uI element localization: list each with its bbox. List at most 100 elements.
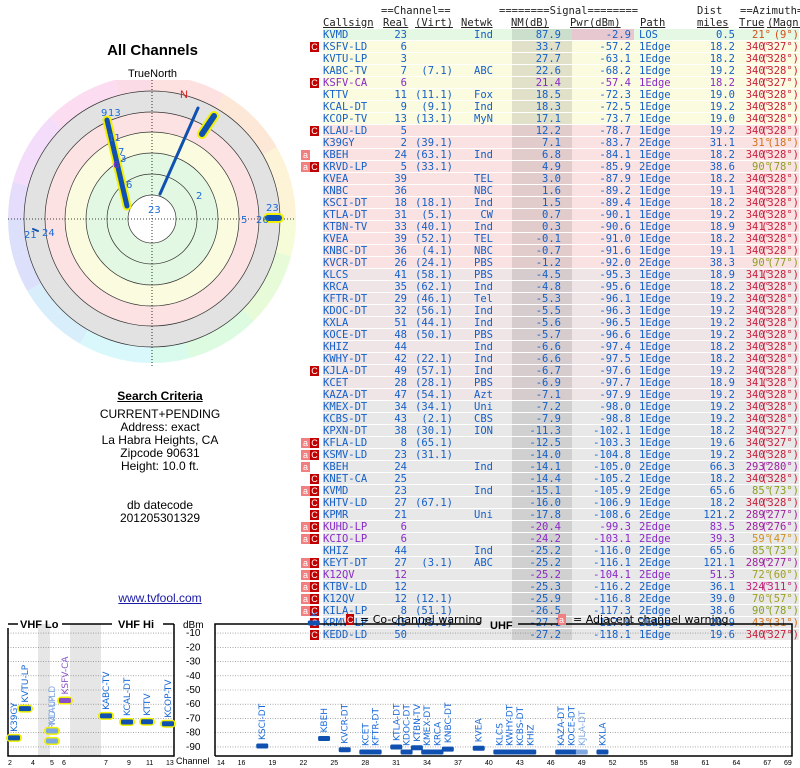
cell-virt: (13.1) <box>415 113 453 125</box>
signal-marker-khiz[interactable] <box>524 749 537 755</box>
signal-marker-kcal-dt[interactable] <box>121 719 133 725</box>
signal-marker-kttv[interactable] <box>141 719 153 725</box>
table-row[interactable]: KCOP-TV 13 (13.1) MyN 17.1 -73.7 1Edge 19.0 340°… <box>299 113 800 125</box>
cell-pwr: -104.1 <box>593 569 631 581</box>
table-row[interactable]: a C KVMD 23 Ind -15.1 -105.9 2Edge 65.6 85° (73°) <box>299 485 800 497</box>
signal-marker-kftr-dt[interactable] <box>369 749 382 755</box>
table-row[interactable]: a C K12QV 12 (12.1) -25.9 -116.8 2Edge 39.0 70° (5… <box>299 593 800 605</box>
table-row[interactable]: a KBEH 24 Ind -14.1 -105.0 2Edge 66.3 293° (280°) <box>299 461 800 473</box>
table-row[interactable]: KRCA 35 (62.1) Ind -4.8 -95.6 1Edge 18.2 340° (32… <box>299 281 800 293</box>
cell-real: 8 <box>400 437 407 449</box>
signal-marker-kcop-tv[interactable] <box>162 721 174 727</box>
table-row[interactable]: C KSFV-LD 6 33.7 -57.2 1Edge 18.2 340° (327°) <box>299 41 800 53</box>
table-row[interactable]: KCET 28 (28.1) PBS -6.9 -97.7 1Edge 18.9 341° (32… <box>299 377 800 389</box>
cell-call: KNBC-DT <box>323 245 368 257</box>
table-row[interactable]: KTLA-DT 31 (5.1) CW 0.7 -90.1 1Edge 19.2 340° (32… <box>299 209 800 221</box>
signal-marker-kbeh[interactable] <box>318 735 331 741</box>
table-row[interactable]: KVMD 23 Ind 87.9 -2.9 LOS 0.5 21° (9°) <box>299 29 800 41</box>
table-row[interactable]: KNBC 36 NBC 1.6 -89.2 1Edge 19.1 340° (328°) <box>299 185 800 197</box>
signal-marker-ktla-dt[interactable] <box>390 744 403 750</box>
signal-marker-kcbs-dt[interactable] <box>513 749 526 755</box>
nm-column-shade <box>512 53 572 64</box>
table-row[interactable]: a C KSMV-LD 23 (31.1) -14.0 -104.8 1Edge 19.2 340… <box>299 449 800 461</box>
table-row[interactable]: KVEA 39 (52.1) TEL -0.1 -91.0 1Edge 18.2 340° (32… <box>299 233 800 245</box>
table-row[interactable]: a C KEYT-DT 27 (3.1) ABC -25.2 -116.1 2Edge 121.1… <box>299 557 800 569</box>
row-background <box>323 605 799 616</box>
signal-marker-kwhy-dt[interactable] <box>503 749 516 755</box>
table-row[interactable]: KMEX-DT 34 (34.1) Uni -7.2 -98.0 1Edge 19.2 340°… <box>299 401 800 413</box>
signal-marker-knbc-dt[interactable] <box>441 746 454 752</box>
table-row[interactable]: KOCE-DT 48 (50.1) PBS -5.7 -96.6 1Edge 19.2 340°… <box>299 329 800 341</box>
table-row[interactable]: a KBEH 24 (63.1) Ind 6.8 -84.1 1Edge 18.2 340° (32… <box>299 149 800 161</box>
table-row[interactable]: KAZA-DT 47 (54.1) Azt -7.1 -97.9 1Edge 19.2 340°… <box>299 389 800 401</box>
signal-marker-kabc-tv[interactable] <box>100 713 112 719</box>
tvfool-link[interactable]: www.tvfool.com <box>118 591 202 605</box>
table-row[interactable]: KHIZ 44 Ind -25.2 -116.0 2Edge 65.6 85° (73°) <box>299 545 800 557</box>
table-row[interactable]: a C KTBV-LD 12 -25.3 -116.2 2Edge 36.1 324° (311°… <box>299 581 800 593</box>
signal-marker-krvd-lp[interactable] <box>46 738 58 744</box>
cell-pwr: -98.0 <box>599 401 631 413</box>
signal-marker-kmex-dt[interactable] <box>421 749 434 755</box>
table-row[interactable]: KPXN-DT 38 (30.1) ION -11.3 -102.1 1Edge 18.2 34… <box>299 425 800 437</box>
signal-marker-ksci-dt[interactable] <box>256 743 269 749</box>
table-row[interactable]: a C KCIO-LP 6 -24.2 -103.1 2Edge 39.3 59° (47°) <box>299 533 800 545</box>
signal-marker-kvcr-dt[interactable] <box>338 747 351 753</box>
station-label: KNBC-DT <box>444 702 454 743</box>
table-row[interactable]: KHIZ 44 Ind -6.6 -97.4 1Edge 18.2 340° (328°) <box>299 341 800 353</box>
table-row[interactable]: KNBC-DT 36 (4.1) NBC -0.7 -91.6 1Edge 19.1 340°(… <box>299 245 800 257</box>
table-row[interactable]: KLCS 41 (58.1) PBS -4.5 -95.3 1Edge 18.9 341° (32… <box>299 269 800 281</box>
table-row[interactable]: K39GY 2 (39.1) 7.1 -83.7 2Edge 31.1 31° (18°) <box>299 137 800 149</box>
table-row[interactable]: KTBN-TV 33 (40.1) Ind 0.3 -90.6 1Edge 18.9 341°(… <box>299 221 800 233</box>
table-row[interactable]: KVEA 39 TEL 3.0 -87.9 1Edge 18.2 340° (328°) <box>299 173 800 185</box>
table-row[interactable]: C KHTV-LD 27 (67.1) -16.0 -106.9 1Edge 18.2 340°… <box>299 497 800 509</box>
cell-nm: 33.7 <box>535 41 561 53</box>
signal-marker-kvea[interactable] <box>472 745 485 751</box>
table-row[interactable]: KVTU-LP 3 27.7 -63.1 1Edge 18.2 340° (328°) <box>299 53 800 65</box>
table-row[interactable]: KXLA 51 (44.1) Ind -5.6 -96.5 1Edge 19.2 340° (32… <box>299 317 800 329</box>
cell-net: Ind <box>474 101 493 113</box>
table-row[interactable]: a C KILA-LP 8 (51.1) -26.5 -117.3 2Edge 38.6 90°(… <box>299 605 800 617</box>
table-row[interactable]: a C KRVD-LP 5 (33.1) 4.9 -85.9 2Edge 38.6 90° (78°… <box>299 161 800 173</box>
table-row[interactable]: KDOC-DT 32 (56.1) Ind -5.5 -96.3 1Edge 19.2 340°… <box>299 305 800 317</box>
station-label: KVCR-DT <box>341 703 351 743</box>
table-row[interactable]: a C K12QV 12 -25.2 -104.1 2Edge 51.3 72° (60°) <box>299 569 800 581</box>
table-row[interactable]: C KJLA-DT 49 (57.1) Ind -6.7 -97.6 1Edge 19.2 340… <box>299 365 800 377</box>
table-row[interactable]: KABC-TV 7 (7.1) ABC 22.6 -68.2 1Edge 19.2 340° (3… <box>299 65 800 77</box>
table-row[interactable]: KWHY-DT 42 (22.1) Ind -6.6 -97.5 1Edge 18.2 340°… <box>299 353 800 365</box>
signal-marker-kvtu-lp[interactable] <box>19 706 31 712</box>
cell-net: Uni <box>474 401 493 413</box>
cell-path: 1Edge <box>639 281 671 293</box>
table-row[interactable]: a C KFLA-LD 8 (65.1) -12.5 -103.3 1Edge 19.6 340°… <box>299 437 800 449</box>
table-row[interactable]: KFTR-DT 29 (46.1) Tel -5.3 -96.1 1Edge 19.2 340°… <box>299 293 800 305</box>
signal-marker-kvmd[interactable] <box>307 620 320 626</box>
cell-net: Ind <box>474 221 493 233</box>
signal-marker-kjla-dt[interactable] <box>575 749 588 755</box>
table-row[interactable]: C KSFV-CA 6 21.4 -57.4 1Edge 18.2 340° (327°) <box>299 77 800 89</box>
signal-marker-klau-ld[interactable] <box>46 728 58 734</box>
table-row[interactable]: KCAL-DT 9 (9.1) Ind 18.3 -72.5 1Edge 19.2 340° (3… <box>299 101 800 113</box>
cell-call: KSFV-CA <box>323 77 368 89</box>
signal-marker-kcet[interactable] <box>359 749 372 755</box>
signal-marker-kxla[interactable] <box>596 749 609 755</box>
cell-nm: 1.5 <box>542 197 561 209</box>
cell-path: 1Edge <box>639 473 671 485</box>
signal-marker-koce-dt[interactable] <box>565 749 578 755</box>
table-row[interactable]: C KPMR 21 Uni -17.8 -108.6 2Edge 121.2 289° (277°… <box>299 509 800 521</box>
signal-marker-kaza-dt[interactable] <box>555 749 568 755</box>
table-row[interactable]: KCBS-DT 43 (2.1) CBS -7.9 -98.8 1Edge 19.2 340°(… <box>299 413 800 425</box>
signal-marker-kdoc-dt[interactable] <box>400 749 413 755</box>
signal-marker-ktbn-tv[interactable] <box>410 745 423 751</box>
table-row[interactable]: a C KUHD-LP 6 -20.4 -99.3 2Edge 83.5 289° (276°) <box>299 521 800 533</box>
table-row[interactable]: KSCI-DT 18 (18.1) Ind 1.5 -89.4 1Edge 18.2 340°(… <box>299 197 800 209</box>
table-row[interactable]: KTTV 11 (11.1) Fox 18.5 -72.3 1Edge 19.0 340° (32… <box>299 89 800 101</box>
signal-marker-klcs[interactable] <box>493 749 506 755</box>
signal-marker-krca[interactable] <box>431 749 444 755</box>
table-row[interactable]: KVCR-DT 26 (24.1) PBS -1.2 -92.0 2Edge 38.3 90°(… <box>299 257 800 269</box>
signal-marker-ksfv-ca[interactable] <box>59 698 71 704</box>
x-tick-label: 28 <box>361 760 369 767</box>
signal-marker-k39gy[interactable] <box>8 735 20 741</box>
table-row[interactable]: C KEDD-LD 50 -27.2 -118.1 1Edge 19.6 340° (327°) <box>299 629 800 641</box>
table-row[interactable]: C KNET-CA 25 -14.4 -105.2 1Edge 18.2 340° (328°) <box>299 473 800 485</box>
radar-channel-label: 23 <box>266 203 279 214</box>
table-row[interactable]: C KLAU-LD 5 12.2 -78.7 1Edge 19.2 340° (328°) <box>299 125 800 137</box>
